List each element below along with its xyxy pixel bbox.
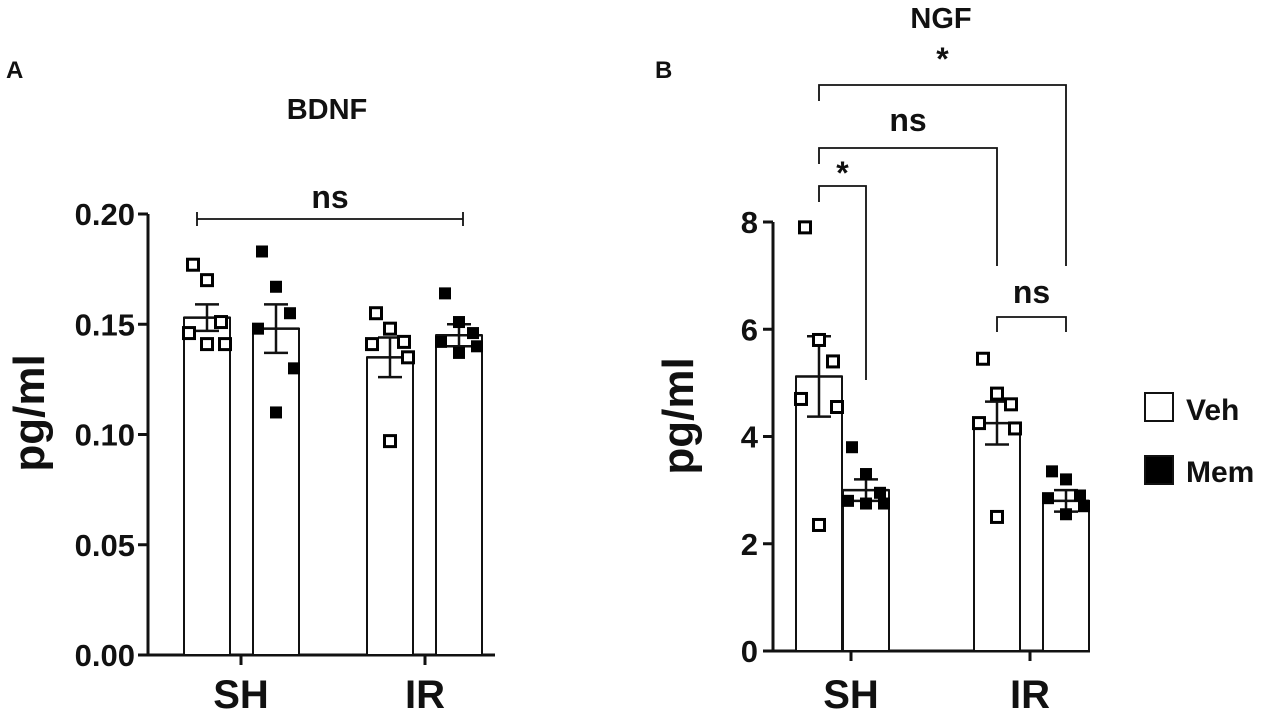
panel-a-title: BDNF — [287, 94, 368, 126]
panel-a-point-mem — [252, 322, 264, 335]
panel-a-x-tick-label: SH — [213, 673, 269, 711]
panel-a-point-veh — [218, 337, 232, 352]
panel-a-point-mem — [453, 316, 465, 329]
panel-b-point-mem — [874, 486, 886, 499]
panel-a-letter: A — [6, 57, 23, 84]
legend-mem-label: Mem — [1186, 456, 1254, 489]
legend-mem-swatch — [1144, 455, 1174, 485]
panel-a-point-mem — [256, 245, 268, 258]
panel-b-sig-label: ns — [1013, 274, 1050, 310]
panel-b-point-mem — [1060, 508, 1072, 521]
panel-b-point-mem — [842, 494, 854, 507]
panel-b-point-veh — [990, 509, 1004, 524]
panel-a-point-mem — [288, 362, 300, 375]
panel-b-point-veh — [972, 416, 986, 431]
panel-b-y-tick-label: 6 — [741, 312, 758, 347]
panel-a-point-veh — [383, 434, 397, 449]
panel-a-point-veh — [383, 321, 397, 336]
panel-a-point-mem — [453, 346, 465, 359]
panel-b-x-tick-label: SH — [823, 673, 879, 711]
panel-a-ylabel: pg/ml — [5, 354, 54, 471]
panel-b-point-veh — [976, 351, 990, 366]
panel-a-point-veh — [369, 306, 383, 321]
panel-b-sig-label: ns — [889, 102, 926, 138]
panel-b-sig-bracket — [818, 147, 998, 266]
panel-a-bar-mem — [435, 334, 483, 656]
panel-b-bar-mem — [842, 489, 890, 652]
panel-a-point-veh — [397, 334, 411, 349]
legend-veh-swatch — [1144, 392, 1174, 422]
panel-b-plot: 0 2 4 6 8 SH IR * ns * ns — [741, 41, 1090, 716]
panel-b-bar-veh — [973, 422, 1021, 652]
panel-b-point-veh — [1004, 397, 1018, 412]
panel-a-sig-label: ns — [311, 179, 348, 215]
panel-b-point-veh — [1008, 421, 1022, 436]
panel-b-sig-bracket — [996, 316, 1067, 332]
panel-a-point-mem — [435, 335, 447, 348]
panel-b-point-mem — [860, 468, 872, 481]
panel-b-point-mem — [1074, 489, 1086, 502]
panel-a-x-tick-label: IR — [405, 673, 445, 711]
panel-a-point-veh — [182, 326, 196, 341]
panel-b-point-mem — [846, 441, 858, 454]
panel-a-point-veh — [401, 350, 415, 365]
panel-b-letter: B — [655, 57, 672, 84]
panel-b-point-mem — [878, 497, 890, 510]
panel-a-y-tick-label: 0.20 — [75, 197, 135, 232]
panel-b-x-tick-label: IR — [1010, 673, 1050, 711]
panel-a-point-veh — [186, 257, 200, 272]
panel-b-sig-label: * — [936, 41, 949, 77]
panel-a-y-tick-label: 0.05 — [75, 528, 135, 563]
panel-a-y-tick-label: 0.15 — [75, 307, 135, 342]
panel-a-point-mem — [439, 287, 451, 300]
legend-veh-label: Veh — [1186, 394, 1239, 427]
panel-b-y-tick-label: 2 — [741, 527, 758, 562]
panel-a-point-veh — [200, 337, 214, 352]
panel-a-point-mem — [467, 327, 479, 340]
panel-b-point-veh — [812, 332, 826, 347]
panel-a-point-mem — [270, 280, 282, 293]
panel-b-title: NGF — [910, 3, 971, 35]
panel-b-point-mem — [1042, 492, 1054, 505]
panel-a-y-tick-label: 0.10 — [75, 418, 135, 453]
panel-b-point-mem — [1060, 473, 1072, 486]
panel-b-point-mem — [1078, 500, 1090, 513]
panel-b-point-mem — [860, 497, 872, 510]
panel-b-point-veh — [812, 517, 826, 532]
panel-b-y-tick-label: 0 — [741, 634, 758, 669]
panel-b-point-veh — [990, 386, 1004, 401]
panel-a-plot: 0.00 0.05 0.10 0.15 0.20 SH IR ns — [75, 179, 495, 716]
panel-b-y-tick-label: 8 — [741, 205, 758, 240]
panel-b-y-tick-label: 4 — [741, 420, 759, 455]
panel-a-point-veh — [214, 315, 228, 330]
panel-a-bar-veh — [183, 316, 231, 656]
panel-b-point-mem — [1046, 465, 1058, 478]
panel-a-point-mem — [270, 406, 282, 419]
panel-b-point-veh — [826, 354, 840, 369]
panel-a-point-mem — [471, 340, 483, 353]
panel-b-sig-label: * — [836, 155, 849, 191]
panel-a-point-veh — [200, 273, 214, 288]
legend: Veh Mem — [1144, 392, 1254, 489]
panel-b-point-veh — [830, 400, 844, 415]
panel-a-bar-mem — [252, 327, 300, 656]
panel-a-point-mem — [284, 307, 296, 320]
panel-b-sig-bracket — [818, 84, 1067, 266]
panel-b-point-veh — [798, 220, 812, 235]
panel-b-ylabel: pg/ml — [654, 357, 703, 474]
panel-a-point-veh — [365, 337, 379, 352]
panel-a-bar-veh — [366, 356, 414, 656]
panel-b-point-veh — [794, 391, 808, 406]
panel-b-bar-mem — [1042, 499, 1090, 652]
panel-a-y-tick-label: 0.00 — [75, 638, 135, 673]
panel-b-sig-bracket — [818, 185, 867, 380]
